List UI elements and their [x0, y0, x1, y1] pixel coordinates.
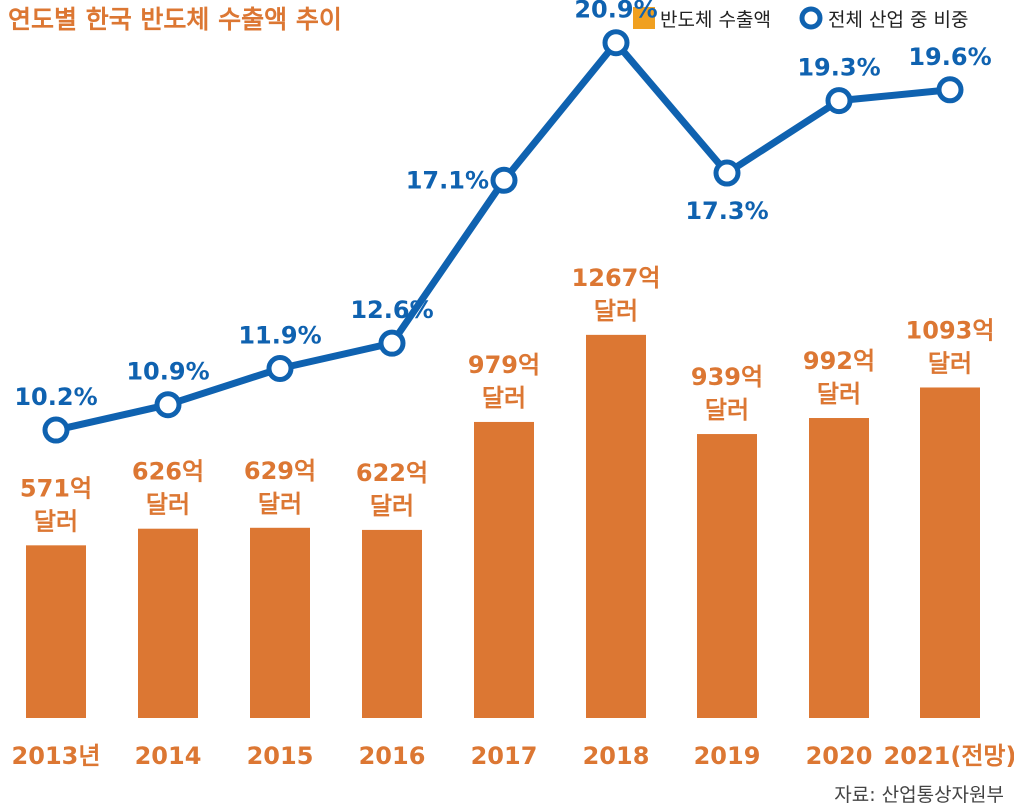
share-point-2018 [602, 29, 630, 57]
bar-unit-label: 달러 [146, 491, 190, 519]
chart-title: 연도별 한국 반도체 수출액 추이 [8, 5, 342, 34]
bar-value-label: 622억 [356, 459, 428, 487]
share-point-2013년 [42, 416, 70, 444]
x-tick-label: 2016 [359, 742, 426, 770]
bar-series [26, 334, 980, 718]
legend-bar-swatch [633, 7, 655, 29]
x-tick-label: 2019 [694, 742, 761, 770]
bar-2014 [138, 528, 198, 718]
bar-2017 [474, 421, 534, 718]
bar-labels: 571억달러626억달러629억달러622억달러979억달러1267억달러939… [20, 264, 995, 535]
bar-value-label: 626억 [132, 458, 204, 486]
bar-unit-label: 달러 [370, 492, 414, 520]
bar-value-label: 992억 [803, 347, 875, 375]
bar-unit-label: 달러 [258, 490, 302, 518]
bar-unit-label: 달러 [928, 349, 972, 377]
share-value-label: 10.9% [126, 358, 209, 386]
bar-2013년 [26, 545, 86, 718]
bar-unit-label: 달러 [817, 380, 861, 408]
bar-value-label: 629억 [244, 457, 316, 485]
x-tick-label: 2014 [135, 742, 202, 770]
bar-2015 [250, 527, 310, 718]
x-tick-label: 2018 [583, 742, 650, 770]
bar-value-label: 979억 [468, 351, 540, 379]
share-value-label: 20.9% [574, 0, 657, 24]
x-tick-label: 2021(전망) [884, 742, 1014, 770]
legend: 반도체 수출액 전체 산업 중 비중 [633, 6, 968, 31]
x-tick-label: 2020 [806, 742, 873, 770]
x-axis-ticks: 2013년 2014 2015 2016 2017 2018 2019 2020 2021(전망… [12, 742, 1014, 770]
share-point-2015 [266, 355, 294, 383]
x-tick-label: 2015 [247, 742, 314, 770]
share-value-label: 19.3% [797, 54, 880, 82]
bar-unit-label: 달러 [482, 384, 526, 412]
bar-unit-label: 달러 [705, 396, 749, 424]
x-tick-label: 2017 [471, 742, 538, 770]
bar-value-label: 1093억 [906, 316, 995, 344]
share-point-2021(전망) [936, 76, 964, 104]
share-value-label: 11.9% [238, 322, 321, 350]
share-value-label: 10.2% [14, 383, 97, 411]
line-series [42, 29, 964, 444]
bar-2021(전망) [920, 387, 980, 718]
share-point-2019 [713, 159, 741, 187]
legend-line-marker [799, 6, 823, 30]
share-point-2020 [825, 87, 853, 115]
bar-unit-label: 달러 [34, 507, 78, 535]
source-note: 자료: 산업통상자원부 [834, 784, 1004, 806]
share-point-2017 [490, 166, 518, 194]
share-value-label: 19.6% [908, 43, 991, 71]
x-tick-label: 2013년 [12, 742, 101, 770]
share-point-2016 [378, 329, 406, 357]
share-value-label: 17.1% [406, 166, 489, 194]
bar-value-label: 939억 [691, 363, 763, 391]
share-point-2014 [154, 391, 182, 419]
legend-line-label: 전체 산업 중 비중 [828, 9, 968, 31]
share-value-label: 12.6% [350, 296, 433, 324]
bar-2020 [809, 418, 869, 718]
share-value-label: 17.3% [685, 197, 768, 225]
bar-2016 [362, 529, 422, 718]
bar-value-label: 1267억 [572, 264, 661, 292]
legend-bar-label: 반도체 수출액 [660, 9, 771, 31]
line-labels: 10.2% 10.9% 11.9% 12.6% 17.1% 20.9% 17.3% 19.3%… [14, 0, 991, 411]
bar-2019 [697, 434, 757, 718]
bar-value-label: 571억 [20, 474, 92, 502]
bar-unit-label: 달러 [594, 297, 638, 325]
bar-2018 [586, 334, 646, 718]
